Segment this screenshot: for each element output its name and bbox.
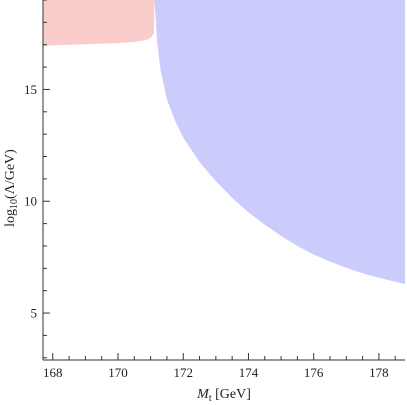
x-tick-label: 176 — [304, 365, 324, 380]
y-axis-label: log10(Λ/GeV) — [3, 149, 20, 227]
x-tick-label: 174 — [239, 365, 259, 380]
region-pink — [43, 0, 155, 46]
chart-axes — [42, 0, 405, 361]
x-tick-label: 172 — [173, 365, 193, 380]
y-tick-label: 10 — [24, 194, 37, 209]
x-tick-label: 178 — [369, 365, 389, 380]
x-tick-label: 168 — [43, 365, 63, 380]
y-tick-label: 5 — [31, 306, 38, 321]
chart-regions — [43, 0, 405, 284]
x-tick-label: 170 — [108, 365, 128, 380]
region-blue — [154, 0, 405, 284]
chart-ticks: 168 170 172 174 176 178 5 10 15 — [24, 0, 396, 380]
x-axis-label: Mt [GeV] — [196, 387, 251, 404]
y-tick-label: 15 — [24, 82, 37, 97]
